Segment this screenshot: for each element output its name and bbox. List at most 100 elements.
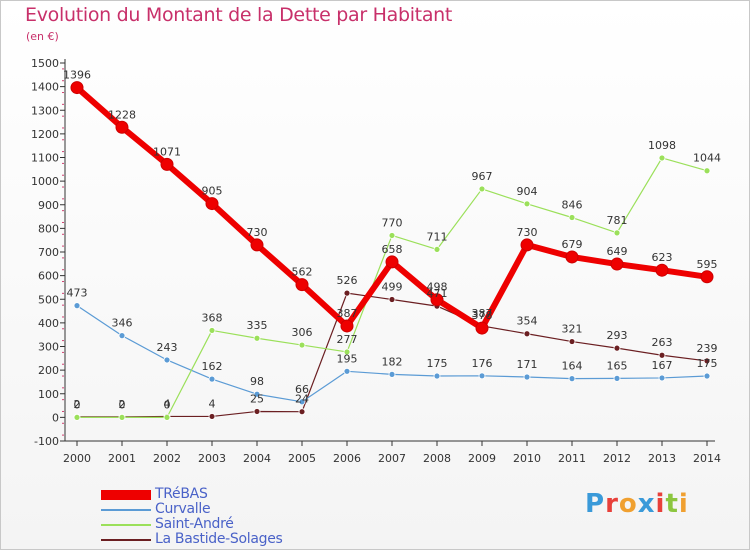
data-label-saint-andr-: 967: [472, 170, 493, 183]
data-point-saint-andr-: [568, 214, 576, 221]
data-point-saint-andr-: [478, 185, 486, 193]
chart-plot: -100010020030040050060070080090010001100…: [31, 57, 721, 465]
x-tick-label: 2013: [648, 452, 676, 465]
y-tick-label: 0: [52, 411, 59, 424]
logo-letter: o: [618, 489, 638, 519]
data-point-tr-bas: [385, 255, 399, 269]
data-label-tr-bas: 730: [247, 226, 268, 239]
logo-letter: x: [637, 489, 656, 519]
data-label-la-bastide-solages: 239: [697, 342, 718, 355]
data-label-la-bastide-solages: 321: [562, 323, 583, 336]
data-point-tr-bas: [430, 293, 444, 307]
data-label-curvalle: 473: [67, 287, 88, 300]
logo-letter: t: [665, 489, 679, 519]
data-label-tr-bas: 387: [337, 307, 358, 320]
data-point-curvalle: [118, 332, 126, 340]
data-point-tr-bas: [70, 81, 84, 95]
x-tick-label: 2005: [288, 452, 316, 465]
data-label-curvalle: 175: [427, 357, 448, 370]
logo-letter: P: [585, 489, 606, 519]
data-label-saint-andr-: 306: [292, 326, 313, 339]
y-tick-label: 300: [38, 341, 59, 354]
y-tick-label: 400: [38, 317, 59, 330]
data-point-tr-bas: [250, 238, 264, 252]
data-label-la-bastide-solages: 4: [164, 397, 171, 410]
data-point-saint-andr-: [118, 413, 126, 421]
data-point-saint-andr-: [388, 232, 396, 239]
data-point-tr-bas: [520, 238, 534, 252]
data-point-la-bastide-solages: [388, 296, 396, 303]
y-tick-label: 1500: [31, 57, 59, 70]
x-tick-label: 2008: [423, 452, 451, 465]
data-point-tr-bas: [565, 250, 579, 264]
x-tick-label: 2000: [63, 452, 91, 465]
logo-letter: r: [605, 489, 619, 519]
data-label-saint-andr-: 0: [164, 398, 171, 411]
logo-letter: i: [655, 489, 666, 519]
legend-item-la-bastide-solages: La Bastide-Solages: [101, 532, 401, 547]
legend-label-la-bastide-solages: La Bastide-Solages: [155, 531, 283, 547]
data-label-saint-andr-: 1044: [693, 152, 721, 165]
legend-label-saint-andr-: Saint-André: [155, 516, 234, 532]
data-label-la-bastide-solages: 387: [472, 307, 493, 320]
data-label-saint-andr-: 770: [382, 216, 403, 229]
data-label-tr-bas: 623: [652, 251, 673, 264]
data-point-curvalle: [433, 372, 441, 380]
legend-item-saint-andr-: Saint-André: [101, 517, 401, 532]
data-label-curvalle: 167: [652, 359, 673, 372]
data-label-la-bastide-solages: 499: [382, 280, 403, 293]
data-point-saint-andr-: [163, 413, 171, 421]
data-label-tr-bas: 649: [607, 245, 628, 258]
data-label-saint-andr-: 368: [202, 311, 223, 324]
data-point-tr-bas: [295, 278, 309, 292]
data-label-curvalle: 165: [607, 359, 628, 372]
data-label-la-bastide-solages: 2: [119, 398, 126, 411]
data-label-la-bastide-solages: 471: [427, 287, 448, 300]
data-point-curvalle: [523, 373, 531, 381]
legend-swatch-saint-andr-: [101, 524, 151, 526]
chart-subtitle: (en €): [26, 30, 59, 43]
data-label-tr-bas: 562: [292, 266, 313, 279]
data-point-tr-bas: [610, 257, 624, 271]
data-label-saint-andr-: 277: [337, 333, 358, 346]
data-label-la-bastide-solages: 4: [209, 397, 216, 410]
data-label-tr-bas: 1396: [63, 69, 91, 82]
data-label-saint-andr-: 335: [247, 319, 268, 332]
data-point-saint-andr-: [433, 246, 441, 253]
data-point-la-bastide-solages: [343, 289, 351, 297]
data-label-tr-bas: 658: [382, 243, 403, 256]
data-label-saint-andr-: 781: [607, 214, 628, 227]
data-point-curvalle: [613, 374, 621, 382]
y-tick-label: 800: [38, 222, 59, 235]
data-point-saint-andr-: [253, 334, 261, 342]
data-point-tr-bas: [115, 120, 129, 134]
data-label-curvalle: 346: [112, 317, 133, 330]
data-point-la-bastide-solages: [703, 357, 711, 365]
data-point-curvalle: [703, 372, 711, 380]
data-label-la-bastide-solages: 24: [295, 393, 309, 406]
data-label-saint-andr-: 711: [427, 230, 448, 243]
y-tick-label: 1400: [31, 81, 59, 94]
logo-letter: i: [678, 489, 689, 519]
data-label-saint-andr-: 846: [562, 199, 583, 212]
data-point-saint-andr-: [703, 167, 711, 175]
x-tick-label: 2007: [378, 452, 406, 465]
data-point-curvalle: [298, 398, 306, 406]
data-point-curvalle: [478, 372, 486, 380]
x-tick-label: 2001: [108, 452, 136, 465]
data-label-la-bastide-solages: 25: [250, 392, 264, 405]
data-label-la-bastide-solages: 526: [337, 274, 358, 287]
legend-item-tr-bas: TRéBAS: [101, 487, 401, 502]
data-label-saint-andr-: 1098: [648, 139, 676, 152]
data-point-curvalle: [73, 302, 81, 310]
data-label-curvalle: 66: [295, 383, 309, 396]
data-label-tr-bas: 498: [427, 281, 448, 294]
y-tick-label: 200: [38, 364, 59, 377]
data-point-la-bastide-solages: [568, 338, 576, 345]
data-point-la-bastide-solages: [658, 351, 666, 359]
y-tick-label: -100: [34, 435, 59, 448]
data-point-saint-andr-: [658, 154, 666, 162]
x-tick-label: 2006: [333, 452, 361, 465]
data-label-tr-bas: 679: [562, 238, 583, 251]
y-tick-label: 100: [38, 388, 59, 401]
